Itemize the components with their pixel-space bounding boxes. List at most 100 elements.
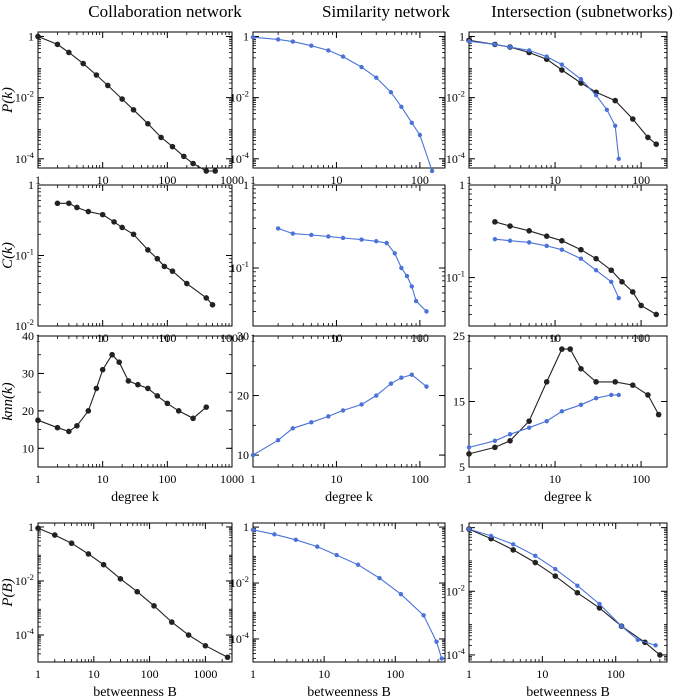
panel-p-k-sim: 1 10 100 1 10-2 10-4	[230, 29, 446, 187]
data-point-similarity	[544, 54, 549, 59]
x-tick-label: 1000	[220, 173, 244, 187]
data-point-similarity	[575, 583, 580, 588]
data-point-similarity	[326, 414, 331, 419]
panel-p-k-collab: 1 10 100 1000 1 10-2 10-4 P(k)	[0, 29, 244, 187]
data-point-similarity	[593, 93, 599, 98]
data-point-collaboration	[169, 143, 176, 150]
data-point-collaboration	[209, 301, 216, 308]
data-point-similarity	[533, 553, 538, 559]
data-point-similarity	[293, 537, 299, 543]
data-point-collaboration	[104, 82, 111, 89]
y-tick-label: 10-2	[15, 572, 34, 588]
data-point-collaboration	[612, 379, 618, 385]
data-point-similarity	[593, 268, 599, 273]
data-point-similarity	[578, 402, 584, 407]
data-point-collaboration	[119, 96, 125, 102]
data-point-similarity	[315, 544, 320, 549]
data-point-similarity	[404, 273, 410, 279]
data-point-similarity	[434, 639, 439, 644]
data-point-similarity	[326, 234, 331, 239]
data-point-similarity	[507, 44, 513, 50]
data-point-collaboration	[145, 385, 151, 392]
x-axis-label: degree k	[111, 490, 159, 505]
x-tick-label: 1	[35, 472, 41, 486]
data-point-collaboration	[130, 231, 137, 238]
data-point-collaboration	[526, 228, 532, 234]
data-point-collaboration	[35, 417, 41, 424]
data-point-similarity	[616, 392, 621, 398]
data-point-collaboration	[130, 107, 137, 113]
series-line-collaboration	[57, 202, 213, 306]
y-tick-label: 1	[28, 29, 34, 43]
plot-frame	[252, 184, 446, 327]
x-tick-label: 1	[250, 173, 256, 187]
data-point-similarity	[409, 120, 414, 126]
series-line-similarity	[252, 529, 443, 659]
data-point-similarity	[359, 237, 364, 242]
series-line-collaboration	[468, 528, 661, 656]
x-axis-label: degree k	[325, 490, 373, 505]
data-point-collaboration	[145, 247, 151, 253]
data-point-collaboration	[190, 415, 196, 422]
series-line-similarity	[277, 227, 427, 312]
data-point-similarity	[399, 375, 404, 380]
x-axis-label: degree k	[544, 490, 592, 505]
data-point-similarity	[290, 231, 296, 236]
data-point-collaboration	[154, 393, 161, 399]
data-point-collaboration	[507, 223, 513, 229]
y-tick-label: 10-1	[230, 259, 249, 275]
data-point-similarity	[578, 77, 584, 82]
data-point-collaboration	[85, 408, 92, 414]
data-point-collaboration	[93, 385, 100, 392]
data-point-collaboration	[145, 120, 151, 127]
data-point-collaboration	[109, 351, 115, 358]
data-point-collaboration	[54, 200, 61, 207]
x-tick-label: 1	[466, 667, 472, 681]
data-point-collaboration	[168, 619, 175, 625]
data-point-collaboration	[543, 379, 550, 385]
y-axis-label: knn(k)	[0, 382, 16, 420]
data-point-similarity	[544, 243, 549, 249]
data-point-collaboration	[645, 392, 651, 398]
plot-frame	[37, 335, 233, 468]
data-point-collaboration	[212, 168, 219, 174]
plot-frame	[252, 522, 446, 663]
data-point-similarity	[340, 235, 346, 241]
x-tick-label: 10	[97, 472, 109, 486]
data-point-collaboration	[466, 451, 472, 457]
y-tick-label: 1	[459, 29, 465, 43]
data-point-collaboration	[185, 632, 192, 638]
data-point-collaboration	[66, 49, 72, 56]
series-line-collaboration	[37, 353, 207, 433]
data-point-similarity	[250, 452, 256, 458]
data-point-collaboration	[653, 141, 660, 148]
data-point-collaboration	[119, 224, 125, 231]
data-point-collaboration	[653, 311, 660, 318]
plot-frame	[468, 31, 668, 169]
data-point-collaboration	[35, 525, 41, 531]
data-point-collaboration	[66, 200, 72, 207]
x-axis-label: betweenness B	[307, 685, 391, 698]
data-point-collaboration	[183, 280, 190, 287]
x-tick-label: 1000	[193, 667, 217, 681]
series-line-similarity	[252, 374, 427, 456]
data-point-collaboration	[608, 267, 615, 274]
x-tick-label: 100	[411, 173, 429, 187]
data-point-similarity	[424, 309, 429, 314]
data-point-collaboration	[619, 279, 625, 285]
x-tick-label: 10	[97, 173, 109, 187]
data-point-collaboration	[158, 134, 164, 141]
panel-p-b-sim: 1 10 100 1 10-2 10-4 betweenness B	[230, 520, 446, 698]
x-tick-label: 1000	[220, 472, 244, 486]
data-point-similarity	[466, 526, 472, 532]
panel-knn-collab: 1 10 100 1000 10 20 30 40 knn(k) degree k	[0, 329, 244, 505]
x-tick-label: 1	[466, 173, 472, 187]
data-point-similarity	[492, 236, 498, 242]
x-tick-label: 10	[330, 173, 342, 187]
y-tick-label: 1	[243, 29, 249, 43]
x-tick-label: 10	[549, 173, 561, 187]
data-point-collaboration	[578, 80, 584, 86]
data-point-collaboration	[99, 366, 106, 373]
